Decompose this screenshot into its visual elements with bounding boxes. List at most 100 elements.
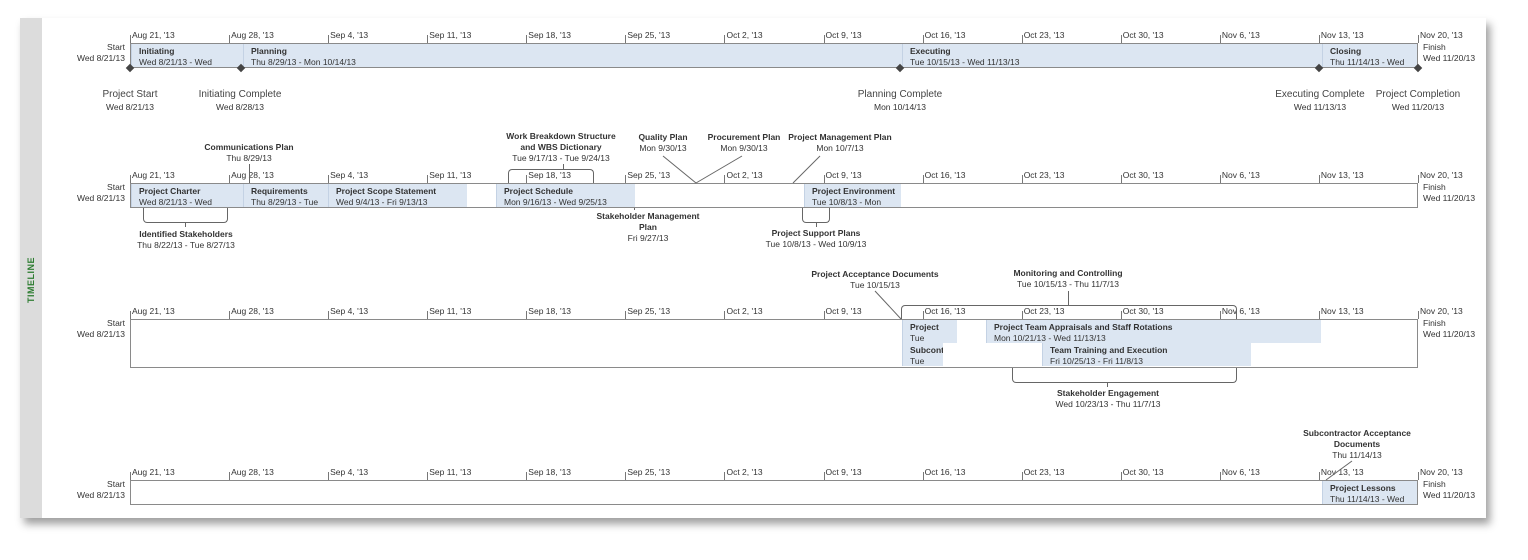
milestone-project-completion[interactable]: Project Completion Wed 11/20/13	[1375, 89, 1461, 112]
tick-mark	[229, 175, 231, 183]
timeline-canvas[interactable]: Initiating Wed 8/21/13 - Wed Planning Th…	[20, 18, 1486, 518]
task-bar-team-training[interactable]: Team Training and Execution Fri 10/25/13…	[1042, 343, 1251, 366]
task-bar-initiating[interactable]: Initiating Wed 8/21/13 - Wed	[131, 44, 243, 67]
task-bar-requirements[interactable]: Requirements Thu 8/29/13 - Tue	[243, 184, 328, 207]
milestone-executing-complete[interactable]: Executing Complete Wed 11/13/13	[1275, 89, 1365, 112]
tick-label: Oct 23, '13	[1023, 30, 1065, 40]
leader-project-management-plan	[792, 155, 821, 184]
callout-procurement-plan[interactable]: Procurement Plan Mon 9/30/13	[707, 132, 781, 153]
callout-project-support-plans[interactable]: Project Support Plans Tue 10/8/13 - Wed 1…	[765, 228, 867, 249]
tick-label: Oct 30, '13	[1122, 467, 1164, 477]
callout-project-management-plan[interactable]: Project Management Plan Mon 10/7/13	[788, 132, 892, 153]
timeline-finish-label: Finish Wed 11/20/13	[1423, 318, 1476, 339]
callout-stakeholder-engagement[interactable]: Stakeholder Engagement Wed 10/23/13 - Thu…	[1055, 388, 1161, 409]
timeline-finish-label: Finish Wed 11/20/13	[1423, 42, 1476, 63]
callout-quality-plan[interactable]: Quality Plan Mon 9/30/13	[638, 132, 688, 153]
tick-mark	[823, 35, 825, 43]
tick-label: Sep 25, '13	[627, 30, 671, 40]
callout-wbs-dictionary[interactable]: Work Breakdown Structure and WBS Diction…	[506, 131, 616, 163]
callout-communications-plan[interactable]: Communications Plan Thu 8/29/13	[204, 142, 294, 163]
task-name: Planning	[251, 46, 287, 56]
task-name: Project Environment	[812, 186, 896, 196]
tick-label: Sep 4, '13	[330, 467, 369, 477]
task-bar-project-acceptance[interactable]: Project Tue	[902, 320, 957, 343]
task-bar-project-charter[interactable]: Project Charter Wed 8/21/13 - Wed	[131, 184, 243, 207]
tick-label: Sep 18, '13	[528, 467, 572, 477]
tick-label: Oct 9, '13	[825, 467, 862, 477]
tick-label: Sep 4, '13	[330, 306, 369, 316]
milestone-planning-complete[interactable]: Planning Complete Mon 10/14/13	[857, 89, 943, 112]
callout-leader-line	[563, 164, 564, 169]
tick-mark	[1120, 35, 1122, 43]
task-bar-team-appraisals[interactable]: Project Team Appraisals and Staff Rotati…	[986, 320, 1321, 343]
task-bar-subcontractor[interactable]: Subcont Tue	[902, 343, 943, 366]
timeline-sidebar: TIMELINE	[20, 18, 42, 518]
tick-mark	[328, 311, 330, 319]
tick-mark	[724, 311, 726, 319]
tick-label: Nov 13, '13	[1320, 30, 1364, 40]
tick-mark	[526, 35, 528, 43]
tick-label: Aug 28, '13	[231, 306, 274, 316]
callout-monitoring-and-controlling[interactable]: Monitoring and Controlling Tue 10/15/13 -…	[1013, 268, 1123, 289]
task-bar-closing[interactable]: Closing Thu 11/14/13 - Wed	[1322, 44, 1417, 67]
task-name: Executing	[910, 46, 951, 56]
task-bar-planning[interactable]: Planning Thu 8/29/13 - Mon 10/14/13	[243, 44, 902, 67]
tick-mark	[823, 175, 825, 183]
task-dates: Tue	[910, 356, 925, 366]
task-bar-executing[interactable]: Executing Tue 10/15/13 - Wed 11/13/13	[902, 44, 1322, 67]
tick-label: Sep 25, '13	[627, 306, 671, 316]
tick-label: Sep 4, '13	[330, 30, 369, 40]
callout-leader-line	[1107, 383, 1108, 387]
tick-mark	[328, 472, 330, 480]
tick-mark	[1021, 472, 1023, 480]
timeline-bar-planning[interactable]: Project Charter Wed 8/21/13 - Wed Requir…	[130, 183, 1418, 208]
tick-mark	[130, 472, 131, 480]
tick-label: Oct 2, '13	[726, 30, 763, 40]
tick-label: Nov 20, '13	[1420, 467, 1463, 477]
milestone-diamond[interactable]	[1413, 63, 1423, 73]
tick-mark	[1418, 311, 1419, 319]
tick-mark	[427, 175, 429, 183]
tick-mark	[427, 472, 429, 480]
task-dates: Thu 8/29/13 - Mon 10/14/13	[251, 57, 356, 67]
tick-label: Oct 30, '13	[1122, 30, 1164, 40]
timeline-bar-phases[interactable]: Initiating Wed 8/21/13 - Wed Planning Th…	[130, 43, 1418, 68]
tick-mark	[1021, 175, 1023, 183]
tick-label: Oct 16, '13	[924, 467, 966, 477]
timeline-start-label: Start Wed 8/21/13	[76, 42, 125, 63]
task-name: Project Charter	[139, 186, 201, 196]
milestone-initiating-complete[interactable]: Initiating Complete Wed 8/28/13	[198, 89, 282, 112]
callout-stakeholder-management-plan[interactable]: Stakeholder Management Plan Fri 9/27/13	[596, 211, 700, 243]
callout-subcontractor-acceptance[interactable]: Subcontractor Acceptance Documents Thu 11…	[1303, 428, 1411, 460]
timeline-bar-closing[interactable]: Project Lessons Thu 11/14/13 - Wed	[130, 480, 1418, 505]
callout-identified-stakeholders[interactable]: Identified Stakeholders Thu 8/22/13 - Tue…	[137, 229, 235, 250]
tick-mark	[1418, 175, 1419, 183]
callout-bracket	[143, 208, 228, 223]
tick-label: Aug 21, '13	[132, 306, 175, 316]
tick-label: Oct 30, '13	[1122, 170, 1164, 180]
task-bar-project-environment[interactable]: Project Environment Tue 10/8/13 - Mon	[804, 184, 901, 207]
task-bar-project-schedule[interactable]: Project Schedule Mon 9/16/13 - Wed 9/25/…	[496, 184, 635, 207]
tick-mark	[1318, 175, 1320, 183]
tick-label: Oct 23, '13	[1023, 170, 1065, 180]
callout-leader-line	[816, 223, 817, 227]
callout-project-acceptance-documents[interactable]: Project Acceptance Documents Tue 10/15/13	[811, 269, 939, 290]
task-bar-project-lessons[interactable]: Project Lessons Thu 11/14/13 - Wed	[1322, 481, 1417, 504]
tick-mark	[922, 35, 924, 43]
tick-mark	[130, 35, 131, 43]
task-dates: Thu 11/14/13 - Wed	[1330, 57, 1405, 67]
milestone-project-start[interactable]: Project Start Wed 8/21/13	[102, 89, 158, 112]
tick-mark	[625, 472, 627, 480]
task-bar-project-scope-statement[interactable]: Project Scope Statement Wed 9/4/13 - Fri…	[328, 184, 467, 207]
tick-label: Sep 11, '13	[429, 30, 472, 40]
tick-mark	[1219, 175, 1221, 183]
tick-label: Aug 28, '13	[231, 170, 274, 180]
tick-label: Nov 6, '13	[1221, 170, 1260, 180]
tick-label: Aug 21, '13	[132, 170, 175, 180]
tick-label: Oct 16, '13	[924, 170, 966, 180]
tick-label: Oct 30, '13	[1122, 306, 1164, 316]
tick-label: Aug 28, '13	[231, 30, 274, 40]
tick-mark	[1219, 35, 1221, 43]
timeline-bar-executing[interactable]: Project Tue Project Team Appraisals and …	[130, 319, 1418, 368]
tick-mark	[823, 472, 825, 480]
